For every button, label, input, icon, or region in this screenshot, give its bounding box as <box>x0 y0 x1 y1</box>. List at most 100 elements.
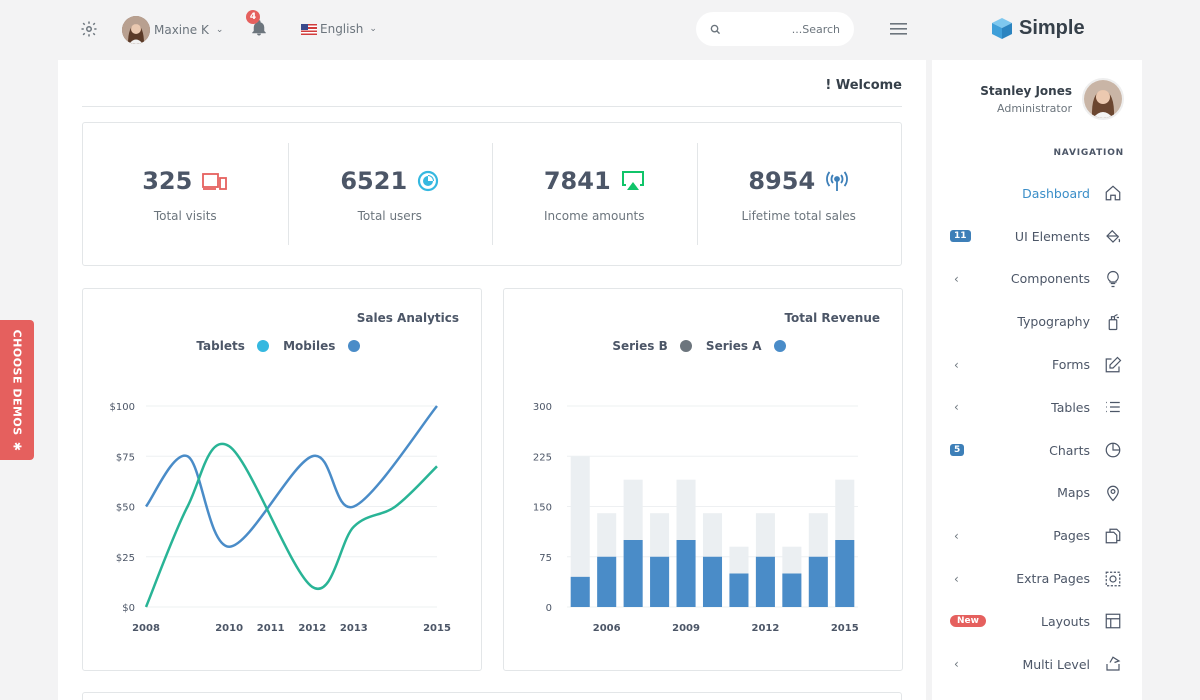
lightbulb-icon <box>1107 270 1119 288</box>
sidebar-item-ui-elements[interactable]: 11 UI Elements <box>932 215 1142 258</box>
chevron-left-icon: ‹ <box>954 357 959 372</box>
search-input[interactable] <box>730 22 840 36</box>
home-icon <box>1105 185 1121 201</box>
bar-series-a <box>650 556 670 607</box>
count-badge: 5 <box>950 444 965 457</box>
sidebar-item-multi-level[interactable]: ‹ Multi Level <box>932 643 1142 686</box>
chevron-left-icon: ‹ <box>954 400 959 415</box>
legend-label: Series A <box>705 339 762 353</box>
sidebar-item-label: Components <box>1010 271 1090 287</box>
brand-title: Simple <box>1019 16 1085 39</box>
sidebar-item-label: Typography <box>1017 314 1090 330</box>
chevron-down-icon: ⌄ <box>215 25 224 35</box>
line-chart: $100 $75 $50 $25 $0 2008 2010 2011 2012 2013 2015 <box>110 402 451 634</box>
sidebar-item-label: Dashboard <box>1022 185 1090 201</box>
sidebar-item-label: Extra Pages <box>1016 571 1090 587</box>
series-line <box>144 442 438 608</box>
stat-value: 325 <box>142 167 193 195</box>
legend-dot <box>679 340 692 352</box>
page-title: ! Welcome <box>825 78 902 93</box>
bar-series-a <box>729 573 749 607</box>
bar-series-a <box>782 573 802 607</box>
legend-item[interactable]: Mobiles <box>283 339 367 353</box>
paint-bucket-icon <box>1106 230 1121 244</box>
bell-icon[interactable] <box>250 18 268 38</box>
bar-series-a <box>597 556 617 607</box>
share-icon <box>1106 656 1121 671</box>
bar-series-a <box>623 540 643 607</box>
bar-chart: 300 225 150 75 0 2006 2009 2012 2015 <box>533 402 859 634</box>
stat-income-amounts: 7841 Income amounts <box>492 123 697 265</box>
sidebar-item-dashboard[interactable]: Dashboard <box>932 172 1142 215</box>
chevron-down-icon: ⌄ <box>369 24 377 34</box>
topbar: Maxine K ⌄ 4 English ⌄ <box>58 0 930 60</box>
y-tick-label: $100 <box>110 402 135 413</box>
chevron-left-icon: ‹ <box>954 271 959 286</box>
stat-value: 6521 <box>340 167 408 195</box>
profile-role: Administrator <box>997 101 1072 115</box>
bar-series-a <box>676 540 696 607</box>
x-tick-label: 2015 <box>831 623 859 634</box>
sidebar-item-layouts[interactable]: New Layouts <box>932 600 1142 643</box>
brand-logo[interactable]: Simple <box>990 16 1085 40</box>
sidebar-item-label: UI Elements <box>1014 228 1090 244</box>
language-selector[interactable]: English ⌄ <box>301 22 377 36</box>
y-tick-label: $50 <box>116 503 135 514</box>
divider <box>82 106 902 107</box>
sidebar-item-maps[interactable]: Maps <box>932 472 1142 515</box>
aperture-icon <box>1105 571 1121 586</box>
sidebar-item-extra-pages[interactable]: ‹ Extra Pages <box>932 557 1142 600</box>
sidebar-item-label: Layouts <box>1040 613 1090 629</box>
stat-label: Total users <box>357 209 422 223</box>
avatar <box>1082 78 1124 120</box>
sidebar-item-typography[interactable]: Typography <box>932 300 1142 343</box>
user-profile[interactable]: Stanley Jones Administrator <box>980 78 1124 120</box>
legend-item[interactable]: Series A <box>706 339 794 353</box>
new-badge: New <box>950 615 986 628</box>
profile-name: Stanley Jones <box>980 83 1072 98</box>
sidebar-nav: Dashboard 11 UI Elements ‹ Components Ty… <box>932 172 1142 686</box>
copy-icon <box>1105 528 1121 544</box>
flag-us-icon <box>301 23 317 35</box>
search-icon[interactable] <box>710 23 721 36</box>
legend-item[interactable]: Tablets <box>196 339 277 353</box>
pie-chart-icon <box>1105 442 1121 458</box>
y-tick-label: $0 <box>122 603 135 614</box>
map-pin-icon <box>1107 485 1119 502</box>
sidebar-item-tables[interactable]: ‹ Tables <box>932 386 1142 429</box>
sidebar-item-label: Multi Level <box>1022 656 1090 672</box>
chart-title: Total Revenue <box>784 311 880 325</box>
bar-series-a <box>808 556 828 607</box>
sidebar-item-components[interactable]: ‹ Components <box>932 258 1142 301</box>
y-tick-label: 300 <box>533 402 552 413</box>
y-tick-label: 225 <box>533 452 552 463</box>
legend-label: Tablets <box>196 339 245 353</box>
gear-icon[interactable] <box>80 20 98 38</box>
legend-dot <box>347 340 360 352</box>
airplay-icon <box>621 171 644 190</box>
count-badge: 11 <box>950 230 971 243</box>
sidebar-item-label: Charts <box>1049 442 1090 458</box>
sidebar-item-label: Maps <box>1057 485 1090 501</box>
legend-item[interactable]: Series B <box>612 339 700 353</box>
notification-badge: 4 <box>246 10 260 24</box>
hamburger-menu-icon[interactable] <box>890 22 907 36</box>
stat-total-users: 6521 Total users <box>287 123 493 265</box>
y-tick-label: 0 <box>546 603 552 614</box>
spray-icon <box>1108 313 1119 330</box>
sidebar-item-forms[interactable]: ‹ Forms <box>932 343 1142 386</box>
broadcast-icon <box>826 171 849 191</box>
sidebar-item-pages[interactable]: ‹ Pages <box>932 514 1142 557</box>
sidebar-item-charts[interactable]: 5 Charts <box>932 429 1142 472</box>
nav-heading: NAVIGATION <box>1053 148 1124 158</box>
x-tick-label: 2006 <box>593 623 621 634</box>
y-tick-label: 75 <box>539 553 552 564</box>
choose-demos-tab[interactable]: CHOOSE DEMOS ✱ <box>0 320 34 460</box>
stats-card: 325 Total visits 6521 Total users 7841 I… <box>82 122 902 266</box>
chart-title: Sales Analytics <box>356 311 459 325</box>
sales-analytics-card: Sales Analytics Tablets Mobiles $100 $75 $… <box>82 288 482 671</box>
bar-series-a <box>755 556 775 607</box>
avatar <box>122 16 150 44</box>
user-menu[interactable]: Maxine K ⌄ <box>122 16 223 44</box>
user-name: Maxine K <box>154 23 209 37</box>
